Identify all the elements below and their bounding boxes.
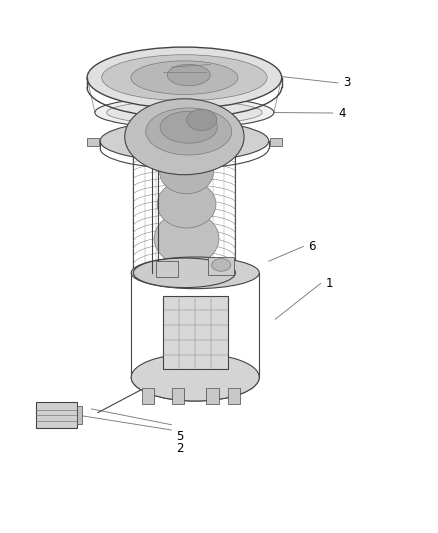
Ellipse shape (154, 212, 219, 265)
Ellipse shape (131, 353, 259, 401)
Bar (270, 138, 282, 146)
Ellipse shape (146, 108, 232, 155)
Bar (208, 257, 234, 276)
Ellipse shape (125, 99, 244, 175)
Text: 6: 6 (308, 240, 316, 253)
Text: 5: 5 (177, 430, 184, 443)
Text: 2: 2 (177, 442, 184, 455)
Ellipse shape (95, 97, 274, 128)
Ellipse shape (187, 109, 217, 131)
Bar (172, 388, 184, 403)
Ellipse shape (160, 111, 217, 143)
Ellipse shape (212, 259, 231, 271)
Text: 4: 4 (338, 107, 346, 119)
Bar (163, 295, 228, 369)
Ellipse shape (160, 151, 213, 193)
Ellipse shape (134, 258, 236, 288)
Text: 1: 1 (326, 277, 333, 290)
Ellipse shape (102, 55, 267, 101)
Ellipse shape (167, 64, 210, 86)
Ellipse shape (131, 257, 259, 289)
Bar (206, 388, 219, 403)
Ellipse shape (162, 126, 211, 161)
Bar (156, 261, 178, 277)
Text: 3: 3 (343, 76, 350, 90)
Ellipse shape (100, 121, 269, 161)
Bar (78, 406, 82, 424)
Ellipse shape (157, 181, 216, 228)
Bar (36, 402, 78, 429)
Ellipse shape (131, 61, 238, 94)
Bar (228, 388, 240, 403)
Bar (141, 388, 154, 403)
Ellipse shape (106, 101, 262, 124)
Bar (87, 138, 99, 146)
Ellipse shape (87, 47, 282, 108)
